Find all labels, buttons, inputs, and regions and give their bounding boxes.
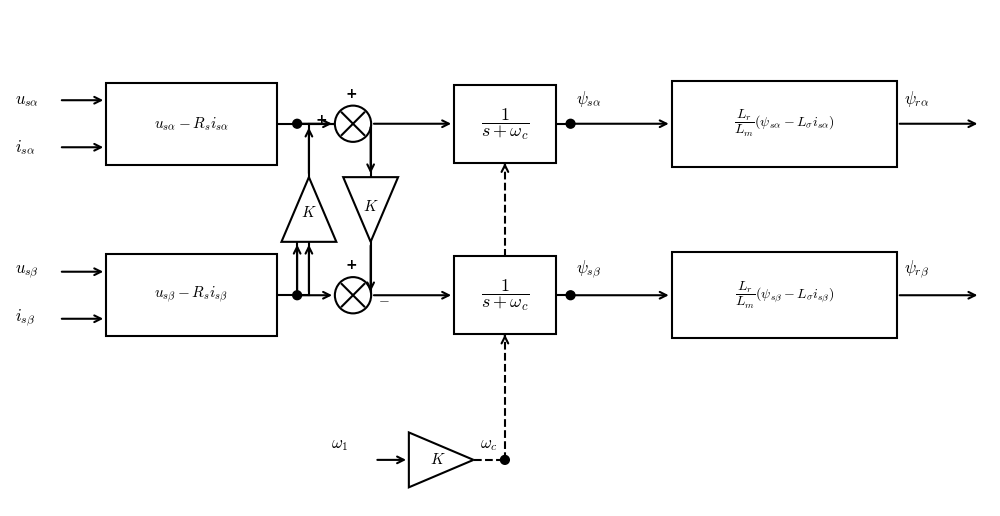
Text: $u_{s\beta} - R_s i_{s\beta}$: $u_{s\beta} - R_s i_{s\beta}$ [154,285,228,305]
Text: $\psi_{s\alpha}$: $\psi_{s\alpha}$ [576,89,602,109]
Text: $K$: $K$ [430,453,446,467]
Text: $i_{s\alpha}$: $i_{s\alpha}$ [15,138,35,157]
Polygon shape [343,177,398,242]
FancyBboxPatch shape [454,256,556,334]
Text: $K$: $K$ [301,205,317,220]
FancyBboxPatch shape [672,80,897,167]
Polygon shape [409,432,474,487]
Text: $\psi_{r\beta}$: $\psi_{r\beta}$ [904,258,929,281]
FancyBboxPatch shape [106,254,277,336]
Text: $\omega_1$: $\omega_1$ [331,435,349,453]
Text: $u_{s\alpha} - R_s i_{s\alpha}$: $u_{s\alpha} - R_s i_{s\alpha}$ [154,115,229,133]
FancyBboxPatch shape [454,85,556,163]
Circle shape [293,119,302,128]
Text: $K$: $K$ [363,199,378,214]
Text: $\dfrac{1}{s+\omega_c}$: $\dfrac{1}{s+\omega_c}$ [481,106,529,141]
Circle shape [335,277,371,313]
Text: $\omega_c$: $\omega_c$ [480,435,498,453]
Circle shape [335,106,371,142]
Text: $u_{s\beta}$: $u_{s\beta}$ [15,263,39,281]
Text: +: + [345,259,357,272]
Text: $u_{s\alpha}$: $u_{s\alpha}$ [15,91,39,109]
Text: +: + [345,87,357,101]
Text: $\dfrac{L_r}{L_m}(\psi_{s\alpha} - L_{\sigma}i_{s\alpha})$: $\dfrac{L_r}{L_m}(\psi_{s\alpha} - L_{\s… [734,108,835,139]
Text: $\dfrac{L_r}{L_m}(\psi_{s\beta} - L_{\sigma}i_{s\beta})$: $\dfrac{L_r}{L_m}(\psi_{s\beta} - L_{\si… [735,280,834,311]
Circle shape [500,456,509,464]
Text: $i_{s\beta}$: $i_{s\beta}$ [15,308,35,329]
Circle shape [566,119,575,128]
Polygon shape [281,177,336,242]
FancyBboxPatch shape [672,252,897,338]
Circle shape [293,291,302,300]
Text: +: + [315,113,327,127]
Text: $\dfrac{1}{s+\omega_c}$: $\dfrac{1}{s+\omega_c}$ [481,278,529,313]
Circle shape [566,291,575,300]
Text: $\psi_{r\alpha}$: $\psi_{r\alpha}$ [904,89,929,109]
Text: $-$: $-$ [378,292,390,306]
Text: $\psi_{s\beta}$: $\psi_{s\beta}$ [576,258,602,281]
FancyBboxPatch shape [106,83,277,165]
